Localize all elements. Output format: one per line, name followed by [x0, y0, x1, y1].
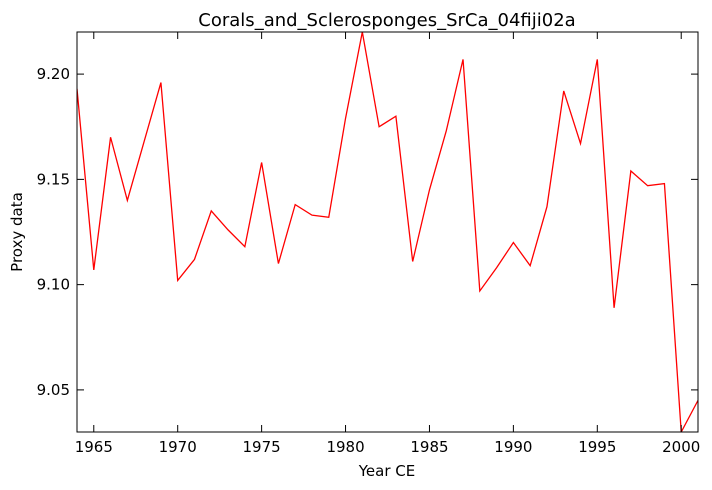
x-tick-label: 1990 — [494, 438, 532, 456]
x-tick-label: 1980 — [326, 438, 364, 456]
x-axis-label: Year CE — [358, 462, 415, 480]
x-tick-label: 1970 — [159, 438, 197, 456]
y-tick-label: 9.05 — [37, 381, 70, 399]
x-tick-label: 1995 — [578, 438, 616, 456]
x-tick-label: 1985 — [410, 438, 448, 456]
x-tick-label: 1965 — [75, 438, 113, 456]
y-axis-label: Proxy data — [8, 192, 26, 272]
y-tick-label: 9.10 — [37, 276, 70, 294]
series-line — [77, 32, 698, 432]
plot-area: 1965 1970 1975 1980 1985 1990 1995 2000 9.05 9.10… — [37, 31, 700, 456]
chart-title: Corals_and_Sclerosponges_SrCa_04fiji02a — [198, 10, 575, 31]
x-tick-label: 2000 — [662, 438, 700, 456]
y-tick-label: 9.15 — [37, 170, 70, 188]
x-tick-label: 1975 — [243, 438, 281, 456]
y-tick-label: 9.20 — [37, 65, 70, 83]
plot-frame — [76, 31, 699, 433]
